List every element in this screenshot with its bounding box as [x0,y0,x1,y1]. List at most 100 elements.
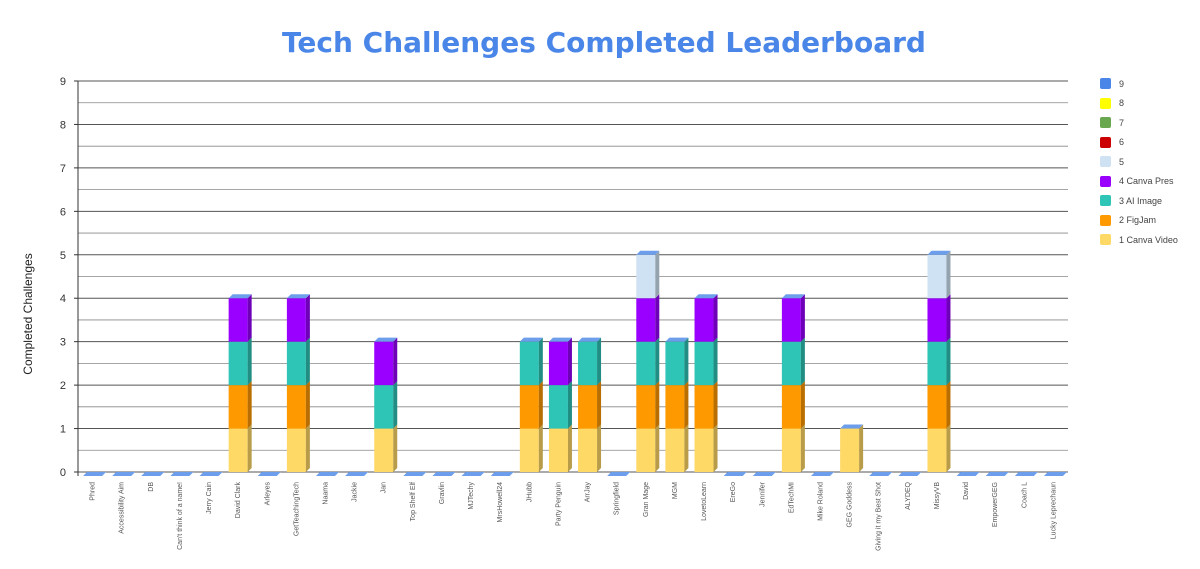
x-tick-label: Can't think of a name! [177,482,184,550]
x-tick-label: ArrJay [585,482,592,503]
bar-segment [665,428,685,472]
bar-segment-side [655,424,660,472]
bar-segment [781,298,801,342]
bar-top [927,250,951,255]
bar-segment [636,298,656,342]
bar-segment [694,385,714,429]
bar-empty-base [345,472,369,476]
bar-empty-base [1043,472,1067,476]
legend-swatch [1100,234,1111,246]
legend-swatch [1100,175,1111,187]
legend-swatch [1100,78,1111,90]
bar-segment [927,428,947,472]
bar-segment-side [946,337,951,386]
bar-segment [548,341,568,386]
bar-empty-base [956,472,980,476]
x-tick-label: GEG Goddess [847,482,854,528]
bar-segment [636,385,656,429]
x-tick-label: Mike Roland [818,482,825,521]
x-tick-label: EdTechMI [788,482,795,513]
bar-segment [636,254,656,299]
x-tick-label: ALYDEQ [905,481,912,509]
y-tick-label: 9 [60,76,66,88]
bar-empty-base [490,472,514,476]
legend-swatch [1100,136,1111,148]
bar-segment [286,428,306,472]
bar-empty-base [170,472,194,476]
bar-segment-side [946,250,951,299]
bar-empty-base [141,472,165,476]
bar-empty-base [811,472,834,476]
bar-segment [694,298,714,342]
bar-segment [781,341,801,386]
legend-item: 8 [1100,94,1178,114]
bar-empty-base [461,472,485,476]
bar-segment [548,428,568,472]
bar-segment [286,341,306,386]
y-tick-label: 0 [60,467,66,479]
bar-segment [665,385,685,429]
bar-segment [665,341,685,386]
bar-segment-side [800,381,805,429]
x-tick-label: Jackie [352,482,359,502]
bar-segment [781,428,801,472]
chart-title: Tech Challenges Completed Leaderboard [282,26,926,59]
bar-segment-side [946,424,951,472]
x-tick-label: MissyVB [934,482,941,510]
legend-item: 9 [1100,74,1178,94]
bar-segment-side [859,424,864,472]
bar-segment-side [567,337,572,386]
x-tick-label: Naama [323,482,330,505]
x-tick-label: Arleyes [264,482,271,506]
y-tick-label: 6 [60,206,66,218]
chart-legend: 9 8 7 6 5 4 Canva Pres 3 AI Image 2 FigJam 1 Can… [1100,74,1178,250]
x-tick-label: LovetoLearn [701,482,708,521]
bar-segment [374,385,394,429]
x-tick-label: MJTechy [468,482,475,510]
x-tick-label: Jennifer [759,481,766,507]
bar-segment-side [655,381,660,429]
bar-empty-base [83,472,107,476]
bar-segment [228,428,248,472]
bar-segment [840,428,860,472]
x-tick-label: MrsHowell24 [497,482,504,523]
legend-label: 1 Canva Video [1119,234,1178,245]
bar-segment-side [393,337,398,386]
bar-segment [228,385,248,429]
bar-top [374,337,398,342]
bar-segment-side [655,294,660,342]
legend-label: 4 Canva Pres [1119,176,1174,187]
legend-swatch [1100,97,1111,109]
legend-label: 3 AI Image [1119,195,1163,206]
bar-segment [927,385,947,429]
bar-segment-side [655,250,660,299]
bar-segment-side [305,294,310,342]
bar-segment [694,341,714,386]
x-tick-label: MGM [672,482,679,499]
legend-item: 4 Canva Pres [1100,172,1178,192]
bar-segment-side [538,381,543,429]
bar-top [578,337,602,342]
legend-label: 2 FigJam [1119,215,1157,226]
bar-segment [578,428,598,472]
x-tick-label: Phred [90,482,97,501]
bar-segment-side [597,381,602,429]
bar-empty-base [752,472,776,476]
bar-empty-base [898,472,922,476]
bar-segment-side [713,424,718,472]
bar-segment [694,428,714,472]
bar-segment-side [305,381,310,429]
bar-segment [374,341,394,386]
bar-empty-base [723,472,747,476]
bar-top [840,424,864,429]
bar-segment-side [946,381,951,429]
x-tick-label: Springfield [614,482,621,515]
bar-segment-side [567,381,572,429]
bar-empty-base [257,472,281,476]
x-tick-label: JHubb [526,482,533,502]
bar-segment-side [597,337,602,386]
legend-label: 9 [1119,78,1125,89]
bar-segment-side [567,424,572,472]
bar-segment-side [393,381,398,429]
legend-item: 3 AI Image [1100,191,1178,211]
